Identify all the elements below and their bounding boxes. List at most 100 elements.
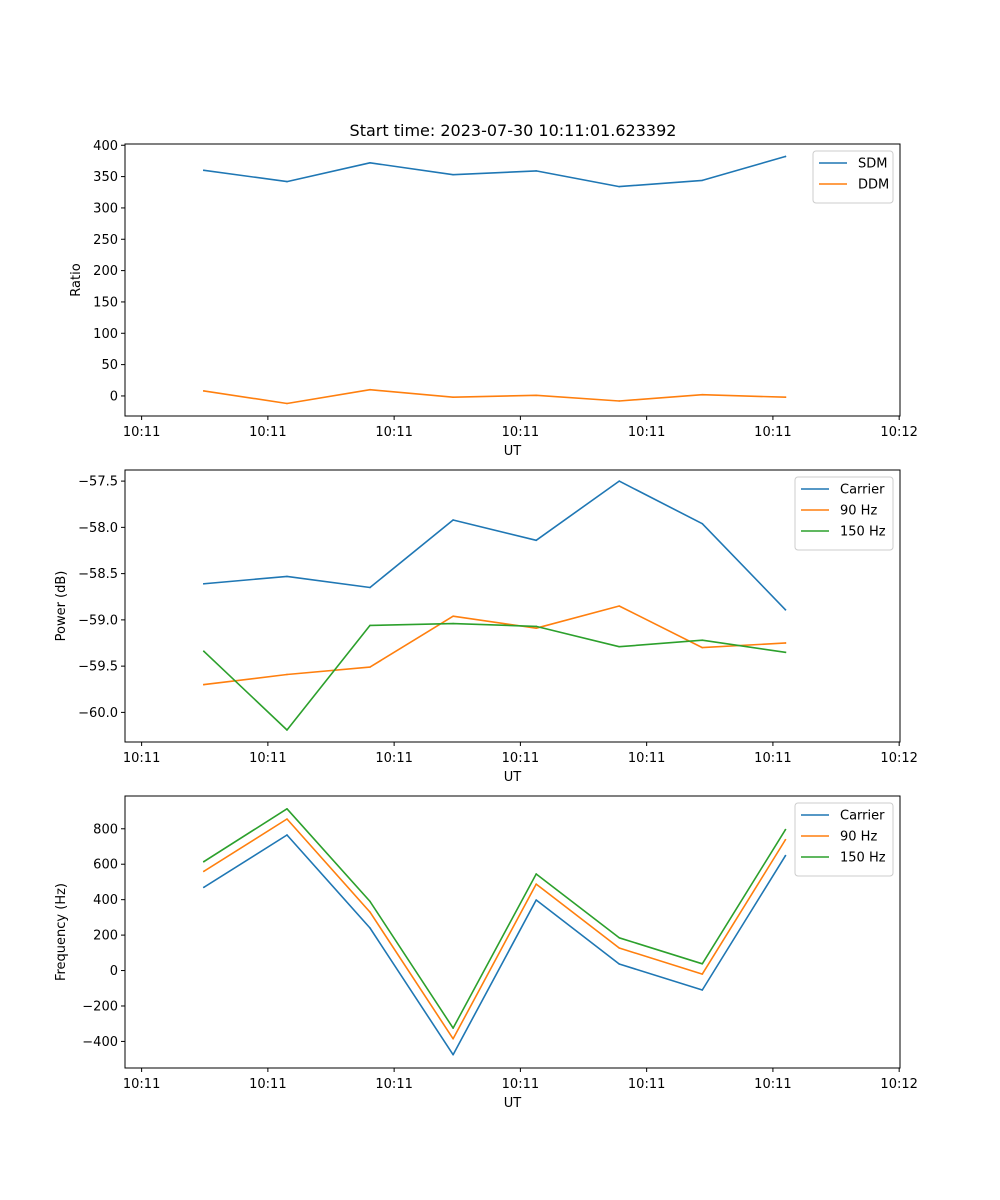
- frequency-legend-label: Carrier: [840, 809, 885, 824]
- frequency-legend-label: 90 Hz: [840, 830, 877, 845]
- power-data-point: [203, 650, 205, 653]
- power-data-point: [452, 622, 454, 625]
- frequency-data-point: [452, 1027, 454, 1029]
- power-legend-label: 150 Hz: [840, 525, 886, 540]
- power-y-tick-label: −60.0: [78, 706, 118, 721]
- ratio-panel: 0 50 100 150 200 250 300 350 400 10:11 10:11 10:11 1…: [69, 139, 918, 459]
- frequency-x-tick-label: 10:11: [375, 1077, 412, 1092]
- ratio-legend: [812, 150, 894, 204]
- figure-title: Start time: 2023-07-30 10:11:01.623392: [350, 121, 677, 140]
- ratio-x-tick-label: 10:11: [628, 425, 665, 440]
- ratio-data-point: [203, 390, 205, 392]
- power-x-tick-label: 10:11: [754, 751, 791, 766]
- frequency-x-tick-label: 10:11: [502, 1077, 539, 1092]
- power-data-point: [369, 624, 371, 627]
- power-y-tick-label: −58.0: [78, 521, 118, 536]
- ratio-data-point: [203, 169, 205, 172]
- ratio-data-point: [369, 388, 371, 391]
- power-x-axis-label: UT: [504, 770, 522, 785]
- ratio-x-tick-label: 10:11: [375, 425, 412, 440]
- frequency-data-point: [701, 963, 704, 965]
- frequency-series-line-150-hz: [202, 807, 787, 1029]
- frequency-data-point: [535, 883, 537, 885]
- frequency-data-point: [618, 947, 621, 949]
- frequency-data-point: [784, 828, 787, 831]
- frequency-series-line-90-hz: [202, 818, 787, 1040]
- frequency-x-axis-label: UT: [504, 1096, 522, 1111]
- frequency-data-point: [203, 870, 205, 873]
- frequency-y-tick-label: −200: [82, 999, 118, 1014]
- power-legend-label: Carrier: [840, 483, 885, 498]
- power-data-point: [286, 673, 288, 676]
- frequency-data-point: [369, 911, 371, 913]
- ratio-y-tick-label: 200: [93, 264, 118, 279]
- frequency-data-point: [203, 886, 205, 889]
- power-data-point: [701, 639, 704, 642]
- power-data-point: [784, 642, 787, 644]
- power-data-point: [535, 627, 537, 630]
- ratio-data-point: [452, 173, 454, 176]
- ratio-data-point: [535, 170, 537, 172]
- power-y-tick-label: −59.0: [78, 613, 118, 628]
- frequency-data-point: [286, 818, 288, 820]
- frequency-data-point: [369, 927, 371, 929]
- ratio-y-tick-label: 100: [93, 327, 118, 342]
- power-series-line-150-hz: [202, 622, 787, 731]
- ratio-data-point: [618, 400, 621, 402]
- power-data-point: [369, 586, 371, 589]
- ratio-data-point: [452, 396, 454, 398]
- power-x-tick-label: 10:11: [249, 751, 286, 766]
- power-y-tick-label: −59.5: [78, 660, 118, 675]
- ratio-series-line-ddm: [202, 388, 787, 405]
- power-x-tick-label: 10:11: [375, 751, 412, 766]
- ratio-x-tick-label: 10:11: [249, 425, 286, 440]
- frequency-x-tick-label: 10:11: [249, 1077, 286, 1092]
- ratio-data-point: [286, 402, 288, 405]
- frequency-y-tick-label: 600: [93, 858, 118, 873]
- ratio-x-tick-label: 10:12: [880, 425, 917, 440]
- ratio-y-tick-label: 300: [93, 201, 118, 216]
- ratio-data-point: [535, 394, 537, 397]
- power-data-point: [203, 683, 205, 686]
- frequency-data-point: [369, 900, 371, 903]
- power-data-point: [203, 582, 205, 585]
- frequency-data-point: [286, 834, 288, 836]
- power-series-line-90-hz: [203, 605, 787, 686]
- frequency-x-tick-label: 10:11: [123, 1077, 160, 1092]
- ratio-y-tick-label: 50: [101, 358, 118, 373]
- power-data-point: [286, 575, 288, 578]
- ratio-axes-frame: [124, 143, 901, 417]
- frequency-y-tick-label: 800: [93, 822, 118, 837]
- frequency-y-axis-label: Frequency (Hz): [54, 883, 69, 981]
- power-data-point: [369, 666, 371, 668]
- power-data-point: [535, 539, 537, 542]
- frequency-data-point: [701, 973, 704, 975]
- ratio-data-point: [701, 179, 704, 182]
- power-data-point: [618, 480, 621, 482]
- frequency-data-point: [535, 873, 537, 875]
- power-data-point: [784, 608, 787, 611]
- frequency-panel: −400 −200 0 200 400 600 800 10:11 10:11 10:11 10:1…: [54, 795, 918, 1111]
- ratio-x-tick-label: 10:11: [754, 425, 791, 440]
- frequency-data-point: [618, 936, 621, 939]
- power-data-point: [784, 651, 787, 654]
- ratio-data-point: [701, 393, 704, 396]
- power-y-axis-label: Power (dB): [54, 571, 69, 642]
- frequency-data-point: [784, 838, 787, 841]
- ratio-data-point: [784, 155, 787, 158]
- ratio-y-tick-label: 400: [93, 139, 118, 154]
- frequency-x-tick-label: 10:11: [754, 1077, 791, 1092]
- ratio-y-tick-label: 0: [110, 389, 118, 404]
- power-x-tick-label: 10:11: [628, 751, 665, 766]
- power-panel: −60.0 −59.5 −59.0 −58.5 −58.0 −57.5 10:11 10:11…: [54, 469, 918, 785]
- frequency-data-point: [784, 854, 787, 857]
- ratio-data-point: [618, 185, 621, 188]
- frequency-legend-label: 150 Hz: [840, 851, 886, 866]
- frequency-series-line-carrier: [202, 834, 787, 1056]
- frequency-y-tick-label: −400: [82, 1035, 118, 1050]
- frequency-x-tick-label: 10:11: [628, 1077, 665, 1092]
- ratio-x-tick-label: 10:11: [502, 425, 539, 440]
- power-x-tick-label: 10:12: [880, 751, 917, 766]
- power-data-point: [452, 519, 454, 521]
